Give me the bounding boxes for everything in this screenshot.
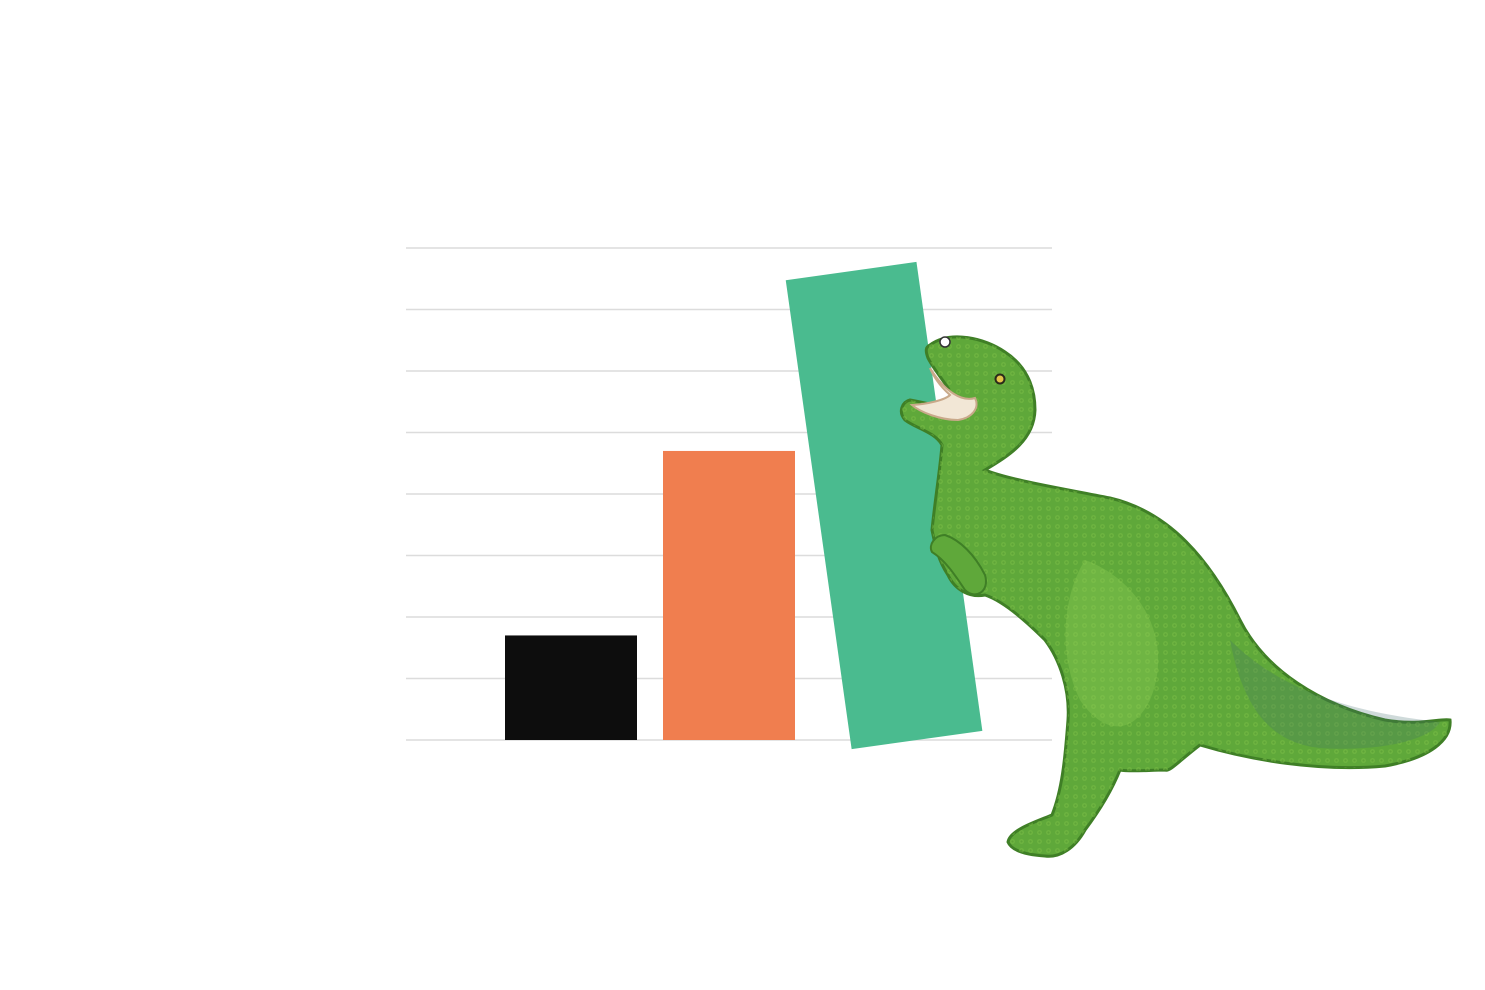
bar-1 <box>505 635 637 740</box>
dinosaur-eye <box>994 373 1006 385</box>
bar-2 <box>663 450 795 740</box>
dinosaur-arm <box>929 533 987 596</box>
bar-3 <box>785 261 983 750</box>
dinosaur-thigh <box>1065 560 1159 727</box>
dinosaur-mouth <box>909 367 978 422</box>
dinosaur-illustration <box>899 335 1452 858</box>
dinosaur-scales <box>901 336 1451 857</box>
bars <box>505 261 983 750</box>
dinosaur-nostril <box>939 336 951 348</box>
dinosaur-tail-shade <box>1230 640 1440 749</box>
